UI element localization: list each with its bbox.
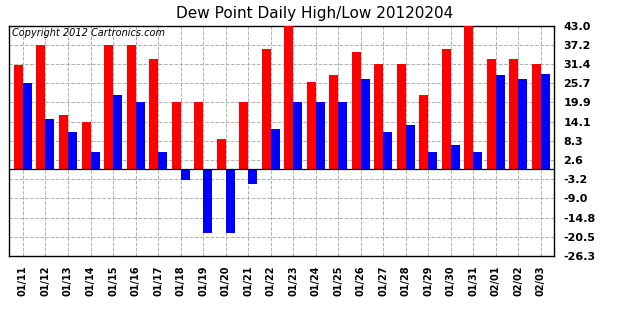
Bar (361, 79, 370, 169)
Bar (81, 122, 91, 169)
Bar (248, 169, 257, 184)
Bar (158, 152, 167, 169)
Bar (45, 119, 54, 169)
Bar (518, 79, 527, 169)
Bar (127, 45, 135, 169)
Bar (181, 169, 190, 180)
Bar (226, 169, 234, 233)
Bar (91, 152, 100, 169)
Bar (329, 76, 338, 169)
Bar (316, 102, 324, 169)
Bar (541, 74, 550, 169)
Bar (149, 59, 158, 169)
Bar (464, 26, 473, 169)
Bar (293, 102, 302, 169)
Bar (284, 26, 293, 169)
Bar (451, 145, 460, 169)
Bar (532, 64, 541, 169)
Bar (406, 125, 415, 169)
Text: Copyright 2012 Cartronics.com: Copyright 2012 Cartronics.com (12, 28, 165, 38)
Bar (239, 102, 248, 169)
Bar (171, 102, 181, 169)
Bar (104, 45, 113, 169)
Bar (374, 64, 383, 169)
Bar (261, 49, 271, 169)
Bar (510, 59, 518, 169)
Bar (203, 169, 212, 233)
Bar (338, 102, 347, 169)
Bar (420, 95, 428, 169)
Bar (59, 116, 68, 169)
Bar (473, 152, 483, 169)
Bar (496, 76, 505, 169)
Bar (487, 59, 496, 169)
Bar (14, 66, 23, 169)
Bar (271, 129, 280, 169)
Bar (217, 139, 226, 169)
Bar (135, 102, 144, 169)
Bar (194, 102, 203, 169)
Bar (37, 45, 45, 169)
Bar (23, 83, 32, 169)
Bar (113, 95, 122, 169)
Bar (383, 132, 392, 169)
Text: Dew Point Daily High/Low 20120204: Dew Point Daily High/Low 20120204 (176, 6, 454, 21)
Bar (68, 132, 77, 169)
Bar (442, 49, 451, 169)
Bar (307, 82, 316, 169)
Bar (352, 52, 361, 169)
Bar (397, 64, 406, 169)
Bar (428, 152, 437, 169)
